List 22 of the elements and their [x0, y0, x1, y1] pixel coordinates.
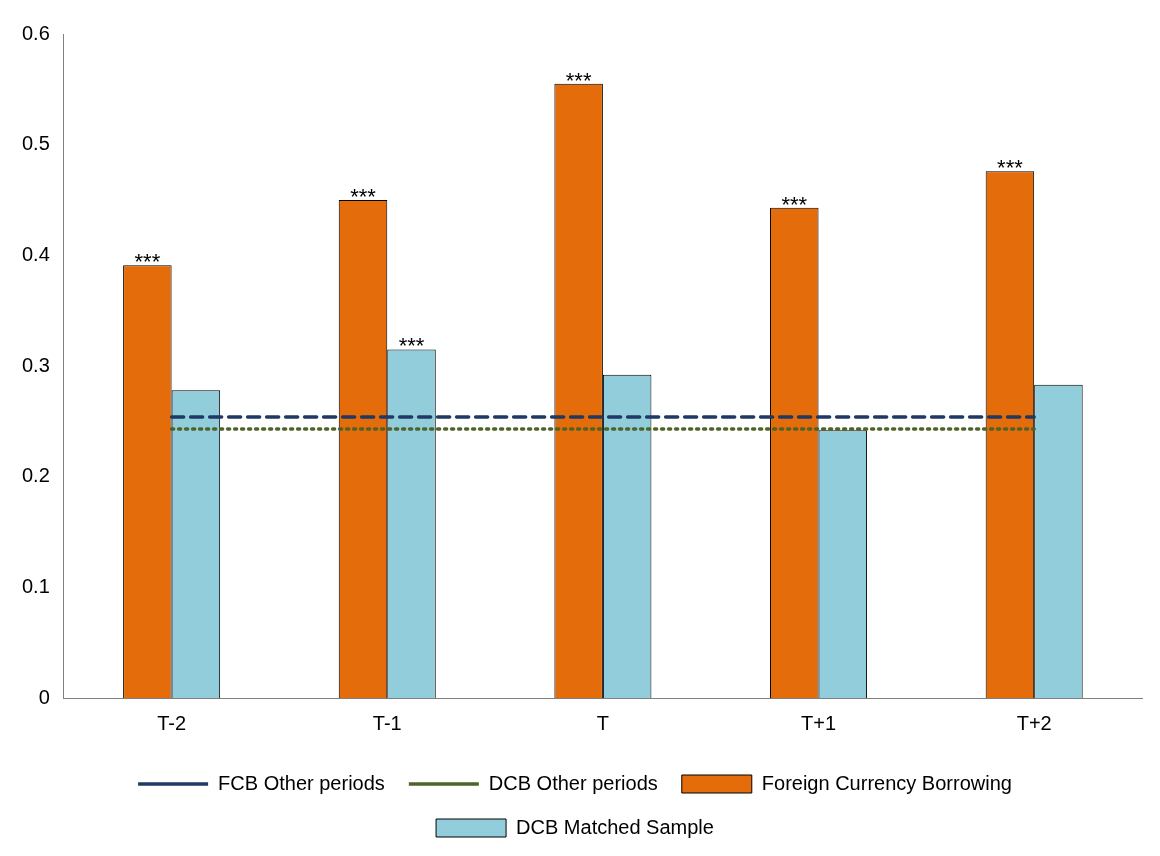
y-tick-label: 0.6	[21, 21, 50, 44]
y-tick-label: 0.3	[21, 353, 50, 376]
annotation: ***	[134, 249, 161, 275]
annotation: ***	[997, 155, 1024, 181]
x-tick-label: T+2	[1016, 711, 1052, 734]
x-tick-label: T+1	[801, 711, 837, 734]
x-tick-label: T	[596, 711, 610, 734]
legend-label: DCB Matched Sample	[516, 815, 714, 838]
legend-label: Foreign Currency Borrowing	[761, 771, 1012, 794]
annotation: ***	[398, 333, 425, 359]
y-tick-label: 0.1	[21, 574, 50, 597]
x-tick-label: T-1	[372, 711, 402, 734]
annotation: ***	[350, 184, 377, 210]
annotation: ***	[781, 191, 808, 217]
legend-label: FCB Other periods	[218, 771, 385, 794]
legend-label: DCB Other periods	[488, 771, 658, 794]
y-tick-label: 0.4	[21, 242, 50, 265]
x-tick-label: T-2	[157, 711, 187, 734]
y-tick-label: 0.5	[21, 132, 50, 155]
annotation: ***	[565, 67, 592, 93]
y-tick-label: 0	[38, 685, 50, 708]
y-tick-label: 0.2	[21, 464, 50, 487]
